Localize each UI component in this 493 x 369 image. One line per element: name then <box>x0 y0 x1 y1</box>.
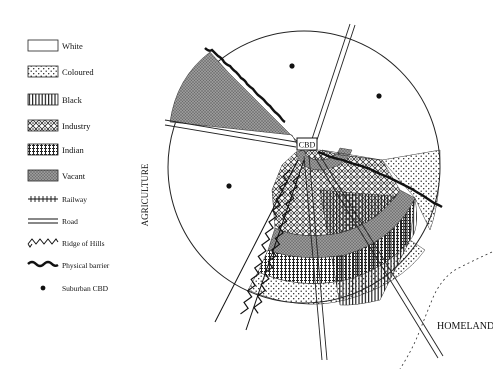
legend-swatch-ridge <box>27 238 59 248</box>
cbd-box <box>296 137 318 151</box>
legend-label-coloured: Coloured <box>62 67 94 77</box>
legend-label-black: Black <box>62 95 83 105</box>
ridge-of-hills-2 <box>253 174 301 314</box>
legend-swatch-black <box>27 93 59 106</box>
legend-swatch-vacant <box>27 169 59 182</box>
legend-swatch-white <box>27 39 59 52</box>
homeland-label: HOMELAND <box>437 321 493 332</box>
legend-label-railway: Railway <box>62 195 87 204</box>
homeland-boundary <box>399 251 493 369</box>
legend-label-ridge: Ridge of Hills <box>62 239 105 248</box>
legend-swatch-industry <box>27 119 59 132</box>
legend-swatch-indian <box>27 143 59 156</box>
ridge-of-hills-1 <box>240 169 291 315</box>
legend-label-industry: Industry <box>62 121 91 131</box>
physical-barrier-east <box>317 150 443 209</box>
city-map: CBD HOMELAND AGRICULTURE <box>140 23 493 369</box>
legend-swatch-road <box>28 218 58 224</box>
legend-label-vacant: Vacant <box>62 171 86 181</box>
cbd-label: CBD <box>299 141 316 150</box>
suburban-cbd-north <box>289 63 295 69</box>
legend-label-barrier: Physical barrier <box>62 261 110 270</box>
legend-label-suburban: Suburban CBD <box>62 284 109 293</box>
coloured-zone-east <box>381 149 441 231</box>
agriculture-label: AGRICULTURE <box>140 163 150 226</box>
railways <box>214 159 305 331</box>
legend: White Coloured Black Industry Indian Vac… <box>27 39 110 293</box>
suburban-cbd-west <box>226 183 232 189</box>
legend-swatch-barrier <box>27 260 59 268</box>
roads <box>164 23 444 361</box>
legend-label-white: White <box>62 41 83 51</box>
legend-label-road: Road <box>62 217 78 226</box>
legend-swatch-suburban <box>40 285 46 291</box>
physical-barrier-northwest <box>204 47 286 124</box>
vacant-zone-west <box>169 51 301 151</box>
legend-swatch-coloured <box>27 65 59 78</box>
legend-swatch-railway <box>28 196 58 202</box>
legend-label-indian: Indian <box>62 145 84 155</box>
suburban-cbd-northeast <box>376 93 382 99</box>
coloured-zone-northeast <box>321 149 383 161</box>
